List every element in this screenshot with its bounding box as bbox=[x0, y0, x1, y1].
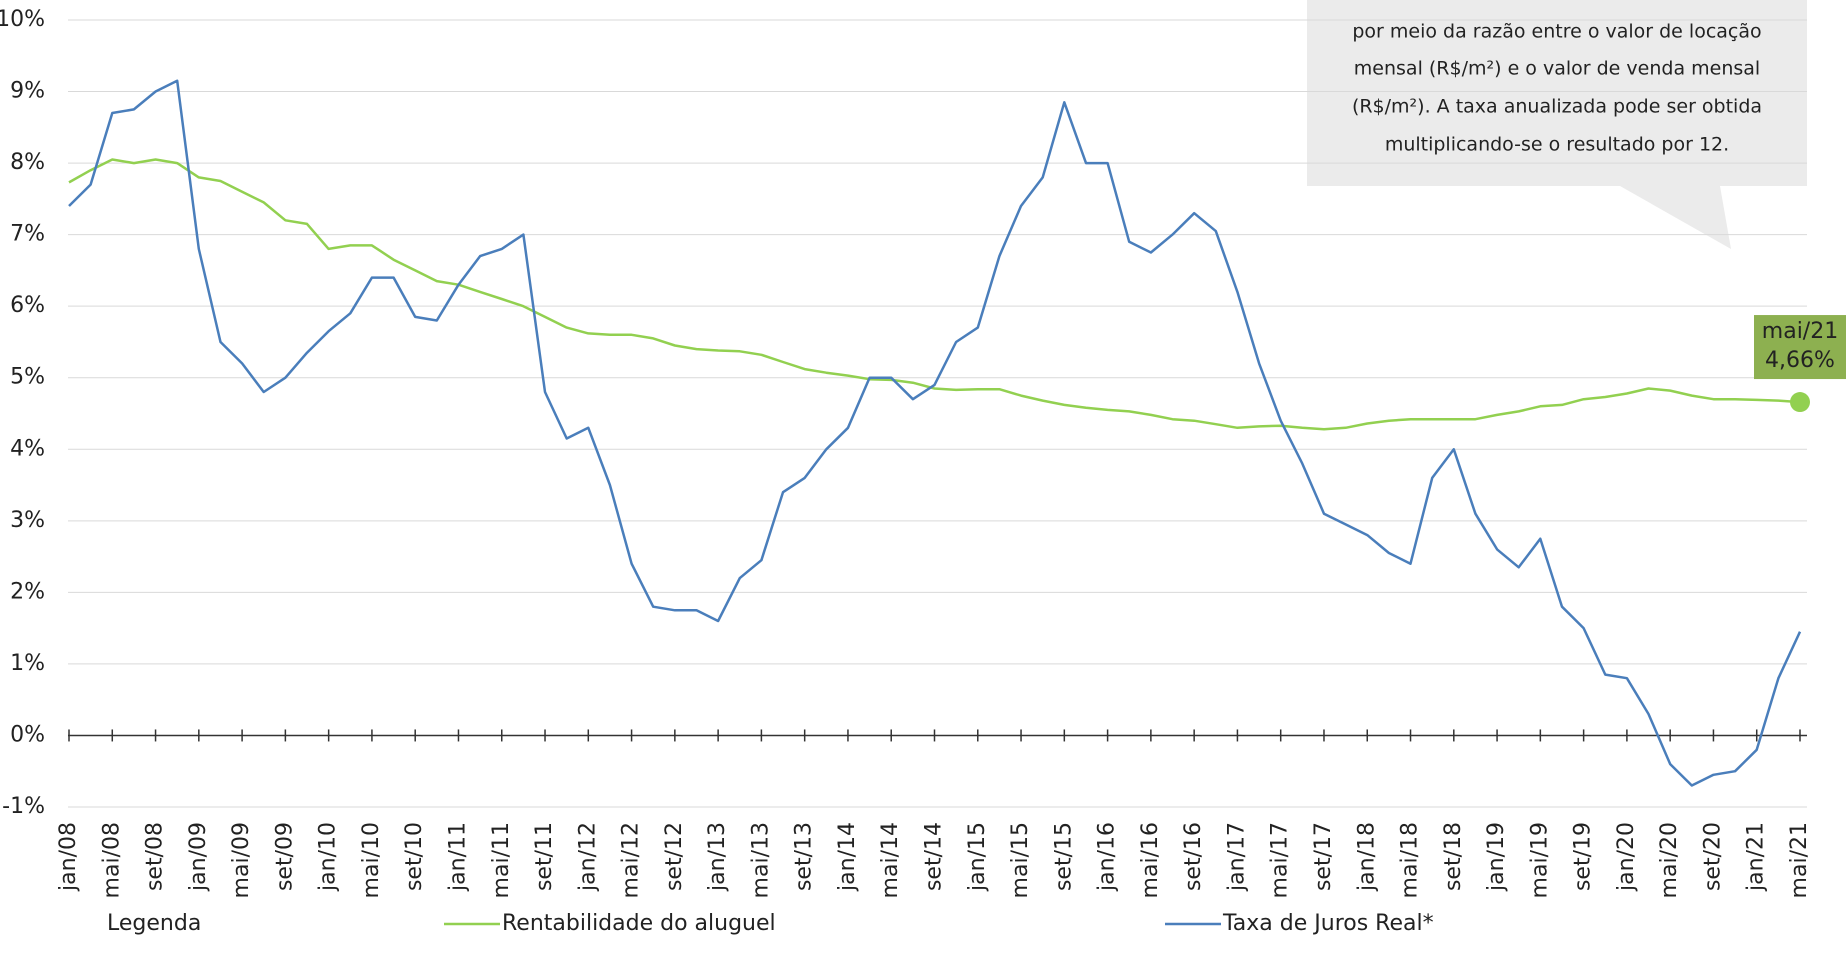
legend-label: Rentabilidade do aluguel bbox=[502, 911, 776, 936]
x-tick-label: jan/10 bbox=[316, 822, 341, 892]
series-line bbox=[68, 79, 1802, 787]
end-label-category: mai/21 bbox=[1762, 319, 1838, 344]
x-tick-label: set/14 bbox=[922, 822, 947, 891]
end-point bbox=[1790, 392, 1810, 413]
y-tick-label: 0% bbox=[10, 722, 45, 747]
legend-label: Taxa de Juros Real* bbox=[1222, 911, 1434, 936]
x-tick-label: jan/18 bbox=[1354, 822, 1379, 892]
x-tick-label: jan/08 bbox=[56, 822, 81, 892]
x-tick-label: set/13 bbox=[792, 822, 817, 891]
y-tick-label: 1% bbox=[10, 651, 45, 676]
annotation: por meio da razão entre o valor de locaç… bbox=[1352, 21, 1761, 43]
y-tick-label: 5% bbox=[10, 365, 45, 390]
y-tick-label: -1% bbox=[2, 794, 45, 819]
y-tick-label: 6% bbox=[10, 293, 45, 318]
x-tick-label: mai/10 bbox=[359, 822, 384, 898]
y-tick-label: 7% bbox=[10, 222, 45, 247]
annotation: mensal (R$/m²) e o valor de venda mensal bbox=[1354, 58, 1760, 80]
x-tick-label: mai/14 bbox=[878, 822, 903, 898]
x-tick-label: mai/13 bbox=[748, 822, 773, 898]
x-tick-label: set/17 bbox=[1311, 822, 1336, 891]
x-tick-label: jan/21 bbox=[1744, 822, 1769, 892]
x-tick-label: mai/16 bbox=[1138, 822, 1163, 898]
series-line bbox=[68, 158, 1801, 431]
x-tick-label: jan/14 bbox=[835, 822, 860, 892]
annotation: multiplicando-se o resultado por 12. bbox=[1385, 134, 1729, 156]
end-label-value: 4,66% bbox=[1765, 348, 1835, 373]
x-tick-label: jan/13 bbox=[705, 822, 730, 892]
x-tick-label: mai/15 bbox=[1008, 822, 1033, 898]
y-tick-label: 8% bbox=[10, 150, 45, 175]
x-tick-label: mai/08 bbox=[99, 822, 124, 898]
x-tick-label: mai/09 bbox=[229, 822, 254, 898]
x-tick-label: set/10 bbox=[402, 822, 427, 891]
x-tick-label: jan/15 bbox=[965, 822, 990, 892]
x-tick-label: jan/17 bbox=[1224, 822, 1249, 892]
legend-title: Legenda bbox=[107, 911, 201, 936]
x-tick-label: jan/09 bbox=[186, 822, 211, 892]
x-tick-label: mai/21 bbox=[1787, 822, 1812, 898]
y-tick-label: 2% bbox=[10, 579, 45, 604]
end-label-box bbox=[1754, 315, 1846, 380]
x-tick-label: jan/20 bbox=[1614, 822, 1639, 892]
callout bbox=[1307, 0, 1807, 249]
annotation: (R$/m²). A taxa anualizada pode ser obti… bbox=[1352, 96, 1762, 118]
x-tick-label: set/16 bbox=[1181, 822, 1206, 891]
y-tick-label: 4% bbox=[10, 436, 45, 461]
x-tick-label: set/19 bbox=[1571, 822, 1596, 891]
x-tick-label: set/09 bbox=[272, 822, 297, 891]
x-tick-label: jan/12 bbox=[575, 822, 600, 892]
x-tick-label: mai/12 bbox=[619, 822, 644, 898]
x-tick-label: set/08 bbox=[143, 822, 168, 891]
x-tick-label: jan/11 bbox=[445, 822, 470, 892]
x-tick-label: mai/20 bbox=[1657, 822, 1682, 898]
x-tick-label: set/12 bbox=[662, 822, 687, 891]
x-tick-label: mai/17 bbox=[1268, 822, 1293, 898]
x-tick-label: jan/16 bbox=[1095, 822, 1120, 892]
x-tick-label: mai/19 bbox=[1527, 822, 1552, 898]
y-tick-label: 9% bbox=[10, 79, 45, 104]
x-tick-label: mai/11 bbox=[489, 822, 514, 898]
x-tick-label: jan/19 bbox=[1484, 822, 1509, 892]
y-tick-label: 3% bbox=[10, 508, 45, 533]
x-tick-label: set/15 bbox=[1051, 822, 1076, 891]
x-tick-label: set/11 bbox=[532, 822, 557, 891]
x-tick-label: mai/18 bbox=[1398, 822, 1423, 898]
x-tick-label: set/20 bbox=[1700, 822, 1725, 891]
x-tick-label: set/18 bbox=[1441, 822, 1466, 891]
y-tick-label: 10% bbox=[0, 7, 45, 32]
